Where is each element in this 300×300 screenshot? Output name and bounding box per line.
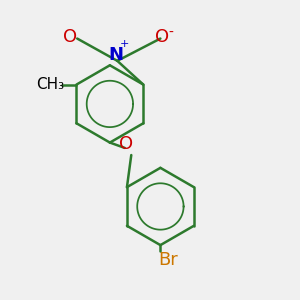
Text: Br: Br xyxy=(158,251,178,269)
Text: O: O xyxy=(119,135,133,153)
Text: CH₃: CH₃ xyxy=(36,77,64,92)
Text: O: O xyxy=(63,28,77,46)
Text: -: - xyxy=(168,26,173,40)
Text: O: O xyxy=(155,28,169,46)
Text: N: N xyxy=(108,46,123,64)
Text: +: + xyxy=(120,40,129,50)
